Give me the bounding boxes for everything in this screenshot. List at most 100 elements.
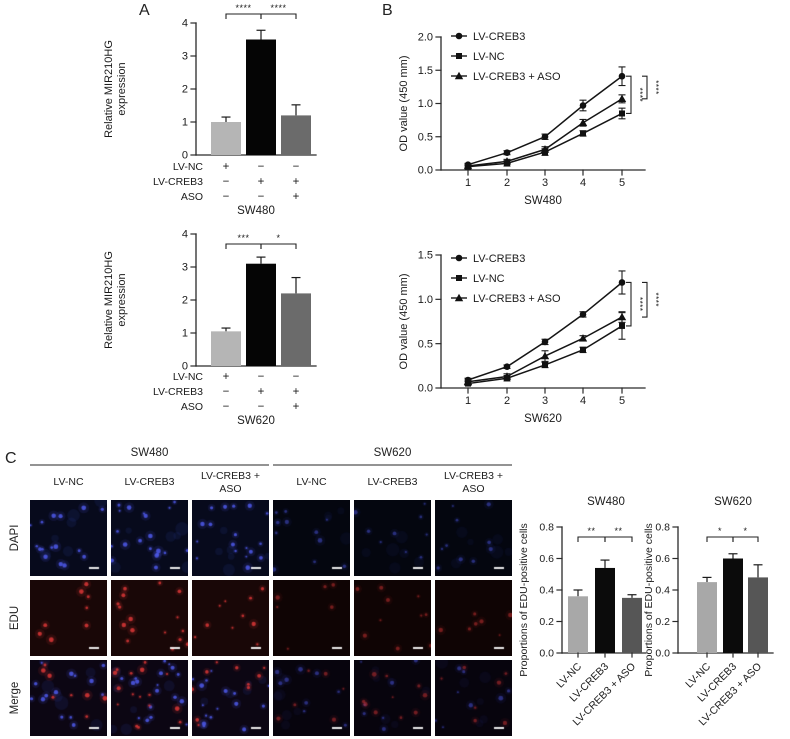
bar-LV-CREB3 + ASO <box>622 597 642 653</box>
circle-marker <box>541 133 549 141</box>
x-tick-label: 5 <box>619 177 625 189</box>
bar-LV-NC <box>568 596 588 653</box>
cell-line-label: SW620 <box>237 415 275 427</box>
x-tick-label: 3 <box>542 395 548 407</box>
y-tick-label: 0 <box>182 361 188 373</box>
panel-b-label: B <box>382 2 393 19</box>
circle-marker <box>455 254 463 262</box>
microscopy-dapi-sw620-lv-creb3 <box>354 500 431 576</box>
y-tick-label: 0.0 <box>418 383 433 395</box>
bar-LV-CREB3 + ASO <box>281 115 311 155</box>
circle-marker <box>455 32 463 40</box>
matrix-sign: − <box>223 401 230 413</box>
bar-chart-edu-sw480: 0.0 0.2 0.4 0.6 0.8 Proportions of EDU-positi… <box>518 496 647 728</box>
significance-label: **** <box>651 80 660 94</box>
y-axis-label: expression <box>116 62 128 115</box>
group-header-sw480: SW480 <box>130 447 169 459</box>
significance-bracket <box>577 536 606 542</box>
legend-item-LV-CREB3 + ASO: LV-CREB3 + ASO <box>451 293 561 305</box>
microscopy-merge-sw620-lv-nc <box>273 660 350 736</box>
y-tick-label: 3 <box>182 51 188 63</box>
matrix-sign: + <box>293 386 300 398</box>
series-LV-NC <box>464 312 626 387</box>
bar-LV-NC <box>211 122 241 155</box>
x-tick-label: 5 <box>619 395 625 407</box>
circle-marker <box>579 102 587 109</box>
x-tick-label: 2 <box>504 177 510 189</box>
y-axis-label: OD value (450 mm) <box>398 56 410 152</box>
legend-label: LV-CREB3 + ASO <box>473 71 561 83</box>
y-tick-label: 4 <box>182 18 188 30</box>
microscopy-dapi-sw480-lv-nc <box>30 500 107 576</box>
plot-B2: 0.0 0.5 1.0 1.5 1 2 3 4 5 OD value (450 mm) LV-CRE… <box>398 250 660 425</box>
y-tick-label: 0.0 <box>655 648 670 660</box>
microscopy-edu-sw620-lv-creb3-aso <box>435 580 512 656</box>
y-tick-label: 3 <box>182 262 188 274</box>
microscopy-edu-sw480-lv-creb3 <box>111 580 188 656</box>
matrix-sign: − <box>223 386 230 398</box>
series-LV-CREB3 + ASO <box>463 311 627 385</box>
square-marker <box>456 275 462 281</box>
y-axis-label: Proportions of EDU-positive cells <box>518 523 530 676</box>
x-tick-label: 3 <box>542 177 548 189</box>
group-underline-sw480 <box>30 464 269 466</box>
panel-a-label: A <box>139 2 150 19</box>
series-line <box>467 98 623 167</box>
microscopy-edu-sw480-lv-nc <box>30 580 107 656</box>
y-tick-label: 2.0 <box>418 32 433 44</box>
y-tick-label: 2 <box>182 84 188 96</box>
matrix-sign: − <box>258 191 265 203</box>
y-axis-label: expression <box>116 273 128 326</box>
group-header-sw620: SW620 <box>373 447 412 459</box>
matrix-sign: + <box>223 371 230 383</box>
microscopy-edu-sw620-lv-nc <box>273 580 350 656</box>
significance-bracket <box>732 536 759 542</box>
circle-marker <box>541 338 549 346</box>
cell-line-label: SW480 <box>524 195 562 207</box>
matrix-sign: − <box>293 161 300 173</box>
matrix-row-label: LV-NC <box>173 371 204 383</box>
circle-marker <box>503 149 511 157</box>
group-underline-sw620 <box>273 464 512 466</box>
square-marker <box>542 361 548 368</box>
significance-bracket <box>225 13 262 19</box>
significance-bracket <box>642 75 648 100</box>
significance-label: **** <box>651 293 660 307</box>
significance-bracket <box>225 243 262 249</box>
x-tick-label: 2 <box>504 395 510 407</box>
plot-C1: 0.0 0.2 0.4 0.6 0.8 Proportions of EDU-positi… <box>518 496 647 728</box>
significance-bracket <box>260 243 297 249</box>
legend-item-LV-CREB3: LV-CREB3 <box>451 31 525 43</box>
circle-marker <box>618 72 626 80</box>
y-tick-label: 1 <box>182 328 188 340</box>
column-label-sw620-lv-creb3: LV-CREB3 <box>367 476 418 489</box>
triangle-marker <box>454 71 464 80</box>
cell-line-label: SW480 <box>237 205 275 217</box>
y-axis-label: Relative MIR210HG <box>103 40 115 138</box>
y-tick-label: 0.6 <box>539 553 554 565</box>
matrix-row-label: LV-CREB3 <box>153 386 203 398</box>
x-tick-label: 4 <box>580 395 586 407</box>
legend-label: LV-CREB3 <box>473 31 525 43</box>
significance-bracket <box>642 281 648 318</box>
bar-chart-mir210hg-sw480: 0 1 2 3 4 Relative MIR210HG expression **** ****… <box>103 3 317 217</box>
triangle-marker <box>502 157 512 165</box>
square-marker <box>580 346 586 353</box>
y-tick-label: 1.5 <box>418 250 433 262</box>
significance-bracket <box>260 13 297 19</box>
square-marker <box>456 53 462 59</box>
y-tick-label: 0.8 <box>539 522 554 534</box>
x-tick-label: 4 <box>580 177 586 189</box>
triangle-marker <box>540 145 550 153</box>
y-tick-label: 0.0 <box>539 648 554 660</box>
column-label-sw480-lv-creb3-aso: LV-CREB3 + ASO <box>200 470 261 495</box>
matrix-sign: − <box>293 371 300 383</box>
y-tick-label: 0.6 <box>655 553 670 565</box>
significance-label: * <box>276 233 280 243</box>
x-tick-label: 1 <box>465 395 471 407</box>
microscopy-merge-sw620-lv-creb3-aso <box>435 660 512 736</box>
y-tick-label: 0.4 <box>655 585 670 597</box>
bar-LV-NC <box>697 582 717 653</box>
y-tick-label: 0.5 <box>418 131 433 143</box>
